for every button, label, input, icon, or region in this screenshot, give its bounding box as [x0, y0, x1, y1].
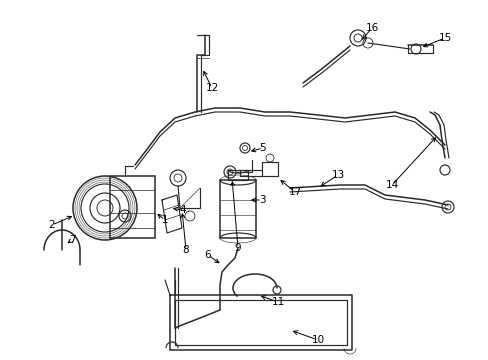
Text: 6: 6 [204, 250, 211, 260]
Bar [110, 176, 155, 238]
Text: 2: 2 [49, 220, 55, 230]
Text: 1: 1 [162, 215, 168, 225]
Text: 16: 16 [365, 23, 378, 33]
Bar [262, 162, 278, 176]
Text: 9: 9 [234, 243, 241, 253]
Bar [220, 180, 256, 238]
Text: 17: 17 [288, 187, 301, 197]
Text: 7: 7 [68, 235, 75, 245]
Text: 11: 11 [271, 297, 284, 307]
Text: 12: 12 [205, 83, 218, 93]
Bar [227, 170, 247, 180]
Text: 15: 15 [437, 33, 451, 43]
Text: 8: 8 [183, 245, 189, 255]
Text: 4: 4 [179, 205, 186, 215]
Text: 13: 13 [331, 170, 344, 180]
Text: 5: 5 [259, 143, 266, 153]
Text: 14: 14 [385, 180, 398, 190]
Text: 10: 10 [311, 335, 324, 345]
Text: 3: 3 [258, 195, 265, 205]
